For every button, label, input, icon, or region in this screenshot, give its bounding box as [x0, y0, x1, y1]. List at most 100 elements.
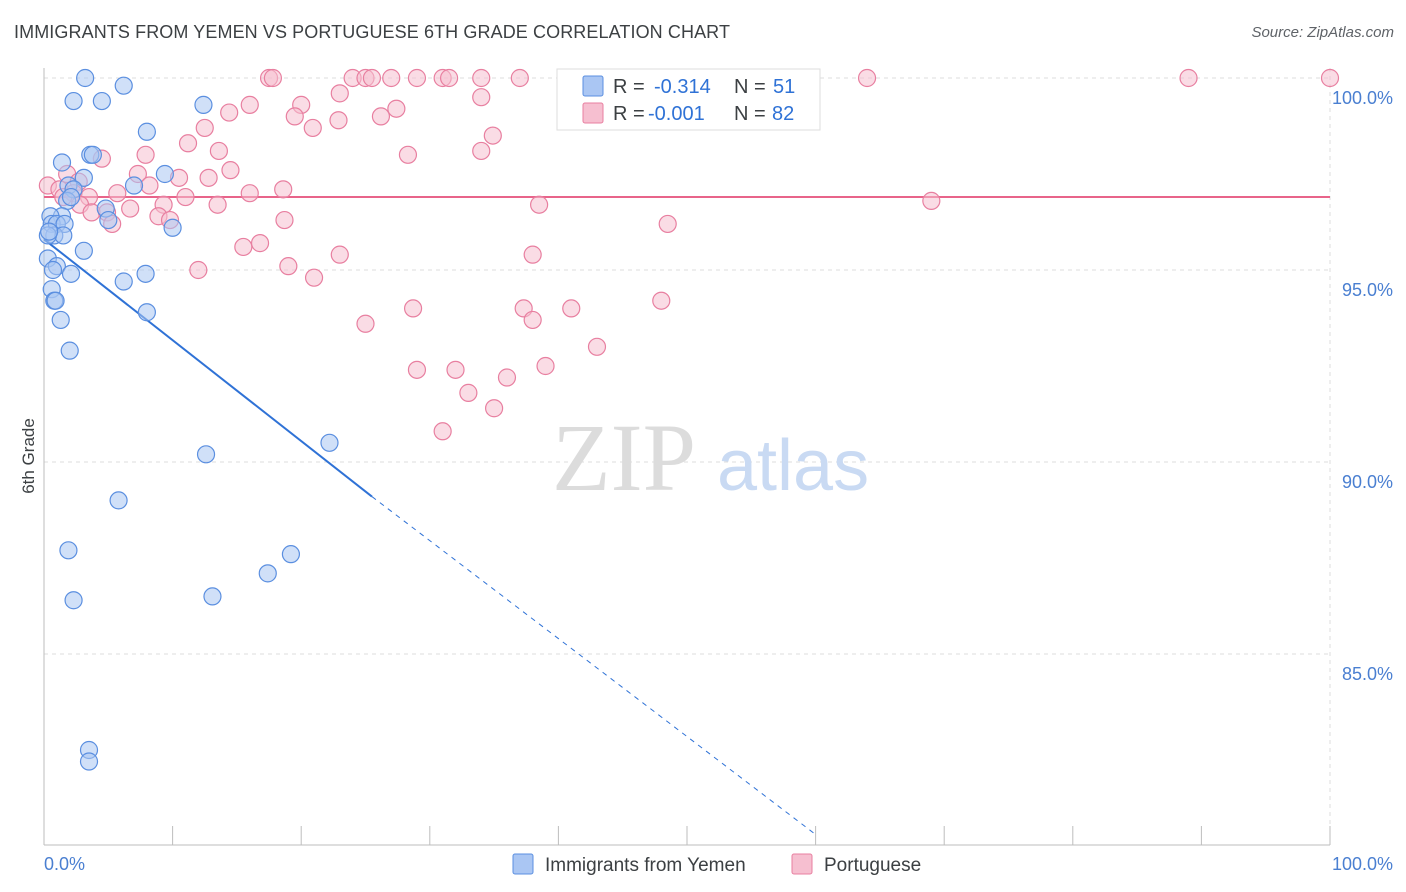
- portuguese-point-34: [221, 161, 240, 180]
- yemen-point-0: [76, 68, 95, 88]
- stats-swatch-yemen: [582, 75, 604, 97]
- trend-line-yemen-extension: [371, 496, 816, 835]
- stats-r-label-portuguese: R =: [613, 103, 645, 125]
- portuguese-point-65: [523, 245, 542, 264]
- yemen-point-5: [137, 122, 156, 141]
- portuguese-point-60: [275, 210, 294, 230]
- yemen-point-15: [61, 187, 81, 207]
- portuguese-point-23: [371, 107, 391, 126]
- portuguese-point-79: [497, 368, 517, 387]
- portuguese-point-30: [398, 145, 418, 164]
- yemen-point-36: [46, 291, 65, 310]
- yemen-point-42: [109, 491, 128, 510]
- yemen-point-41: [196, 445, 216, 464]
- portuguese-point-6: [407, 68, 427, 88]
- yemen-point-3: [92, 91, 111, 111]
- portuguese-point-8: [439, 68, 459, 88]
- portuguese-point-53: [922, 191, 941, 210]
- yemen-point-33: [114, 272, 133, 291]
- portuguese-point-20: [220, 103, 239, 122]
- portuguese-point-21: [285, 107, 304, 126]
- portuguese-point-31: [136, 145, 155, 164]
- y-tick-labels: 85.0% 90.0% 95.0% 100.0%: [1332, 88, 1393, 684]
- portuguese-point-26: [483, 126, 502, 145]
- portuguese-point-41: [274, 180, 293, 199]
- portuguese-point-15: [330, 84, 349, 103]
- portuguese-point-68: [304, 268, 324, 287]
- y-tick-label-95: 95.0%: [1342, 280, 1393, 300]
- yemen-point-40: [320, 433, 339, 452]
- portuguese-point-28: [209, 141, 228, 161]
- yemen-point-49: [79, 752, 99, 771]
- y-tick-label-90: 90.0%: [1342, 472, 1393, 492]
- portuguese-point-19: [387, 99, 406, 118]
- yemen-point-1: [114, 76, 133, 95]
- portuguese-point-22: [329, 111, 348, 130]
- portuguese-point-81: [485, 399, 504, 418]
- y-tick-label-85: 85.0%: [1342, 664, 1393, 684]
- yemen-point-46: [64, 591, 83, 610]
- trend-lines: [43, 196, 1330, 835]
- stats-n-label-portuguese: N =: [734, 103, 766, 125]
- legend-label-yemen: Immigrants from Yemen: [545, 855, 746, 876]
- legend-swatch-yemen: [512, 853, 534, 875]
- portuguese-point-29: [472, 141, 491, 161]
- stats-n-value-portuguese: 82: [772, 103, 794, 125]
- portuguese-point-62: [234, 237, 253, 257]
- stats-swatch-portuguese: [582, 102, 604, 124]
- y-axis-title: 6th Grade: [19, 418, 38, 494]
- stats-r-label-yemen: R =: [613, 76, 645, 98]
- yemen-point-23: [163, 218, 182, 237]
- portuguese-point-77: [446, 360, 465, 379]
- yemen-point-38: [51, 310, 70, 330]
- portuguese-point-38: [199, 168, 218, 187]
- portuguese-point-69: [652, 291, 671, 310]
- yemen-point-43: [59, 541, 78, 560]
- portuguese-point-78: [536, 356, 555, 376]
- portuguese-point-80: [459, 383, 478, 402]
- portuguese-point-66: [279, 257, 298, 276]
- portuguese-point-70: [403, 299, 423, 318]
- yemen-point-30: [43, 260, 63, 280]
- source-label: Source: ZipAtlas.com: [1251, 24, 1394, 41]
- x-tick-label-max: 100.0%: [1332, 854, 1393, 874]
- portuguese-point-47: [176, 187, 195, 207]
- portuguese-point-40: [140, 176, 159, 195]
- portuguese-point-61: [658, 214, 677, 234]
- x-ticks: [43, 826, 1331, 845]
- stats-legend: R = -0.314 N = 51 R = -0.001 N = 82: [556, 68, 821, 131]
- stats-r-value-portuguese: -0.001: [648, 103, 705, 125]
- portuguese-point-72: [562, 299, 581, 318]
- series-legend: Immigrants from Yemen Portuguese: [512, 853, 921, 876]
- trend-line-yemen: [43, 238, 373, 498]
- yemen-point-8: [52, 153, 72, 172]
- portuguese-point-63: [250, 234, 270, 253]
- yemen-point-45: [258, 564, 277, 583]
- yemen-point-37: [137, 303, 156, 322]
- portuguese-point-42: [108, 184, 127, 203]
- portuguese-point-14: [1320, 68, 1340, 88]
- yemen-point-44: [281, 545, 301, 564]
- yemen-point-32: [136, 264, 155, 283]
- portuguese-point-64: [330, 245, 349, 264]
- yemen-point-50: [40, 222, 59, 241]
- yemen-point-4: [194, 95, 213, 114]
- legend-label-portuguese: Portuguese: [824, 855, 921, 876]
- yemen-point-31: [61, 264, 81, 283]
- watermark: ZIP atlas: [552, 404, 869, 511]
- portuguese-point-5: [382, 68, 401, 88]
- portuguese-point-4: [362, 68, 382, 88]
- portuguese-point-75: [587, 337, 607, 356]
- portuguese-point-76: [407, 360, 427, 379]
- portuguese-point-1: [263, 68, 283, 88]
- portuguese-point-55: [121, 199, 140, 218]
- yemen-point-22: [99, 210, 118, 230]
- portuguese-point-10: [510, 68, 529, 88]
- portuguese-point-67: [189, 260, 208, 280]
- portuguese-point-52: [530, 195, 549, 214]
- stats-n-value-yemen: 51: [773, 76, 795, 98]
- legend-swatch-portuguese: [791, 853, 813, 875]
- yemen-point-13: [124, 176, 144, 195]
- x-tick-label-min: 0.0%: [44, 854, 85, 874]
- portuguese-point-82: [433, 422, 452, 441]
